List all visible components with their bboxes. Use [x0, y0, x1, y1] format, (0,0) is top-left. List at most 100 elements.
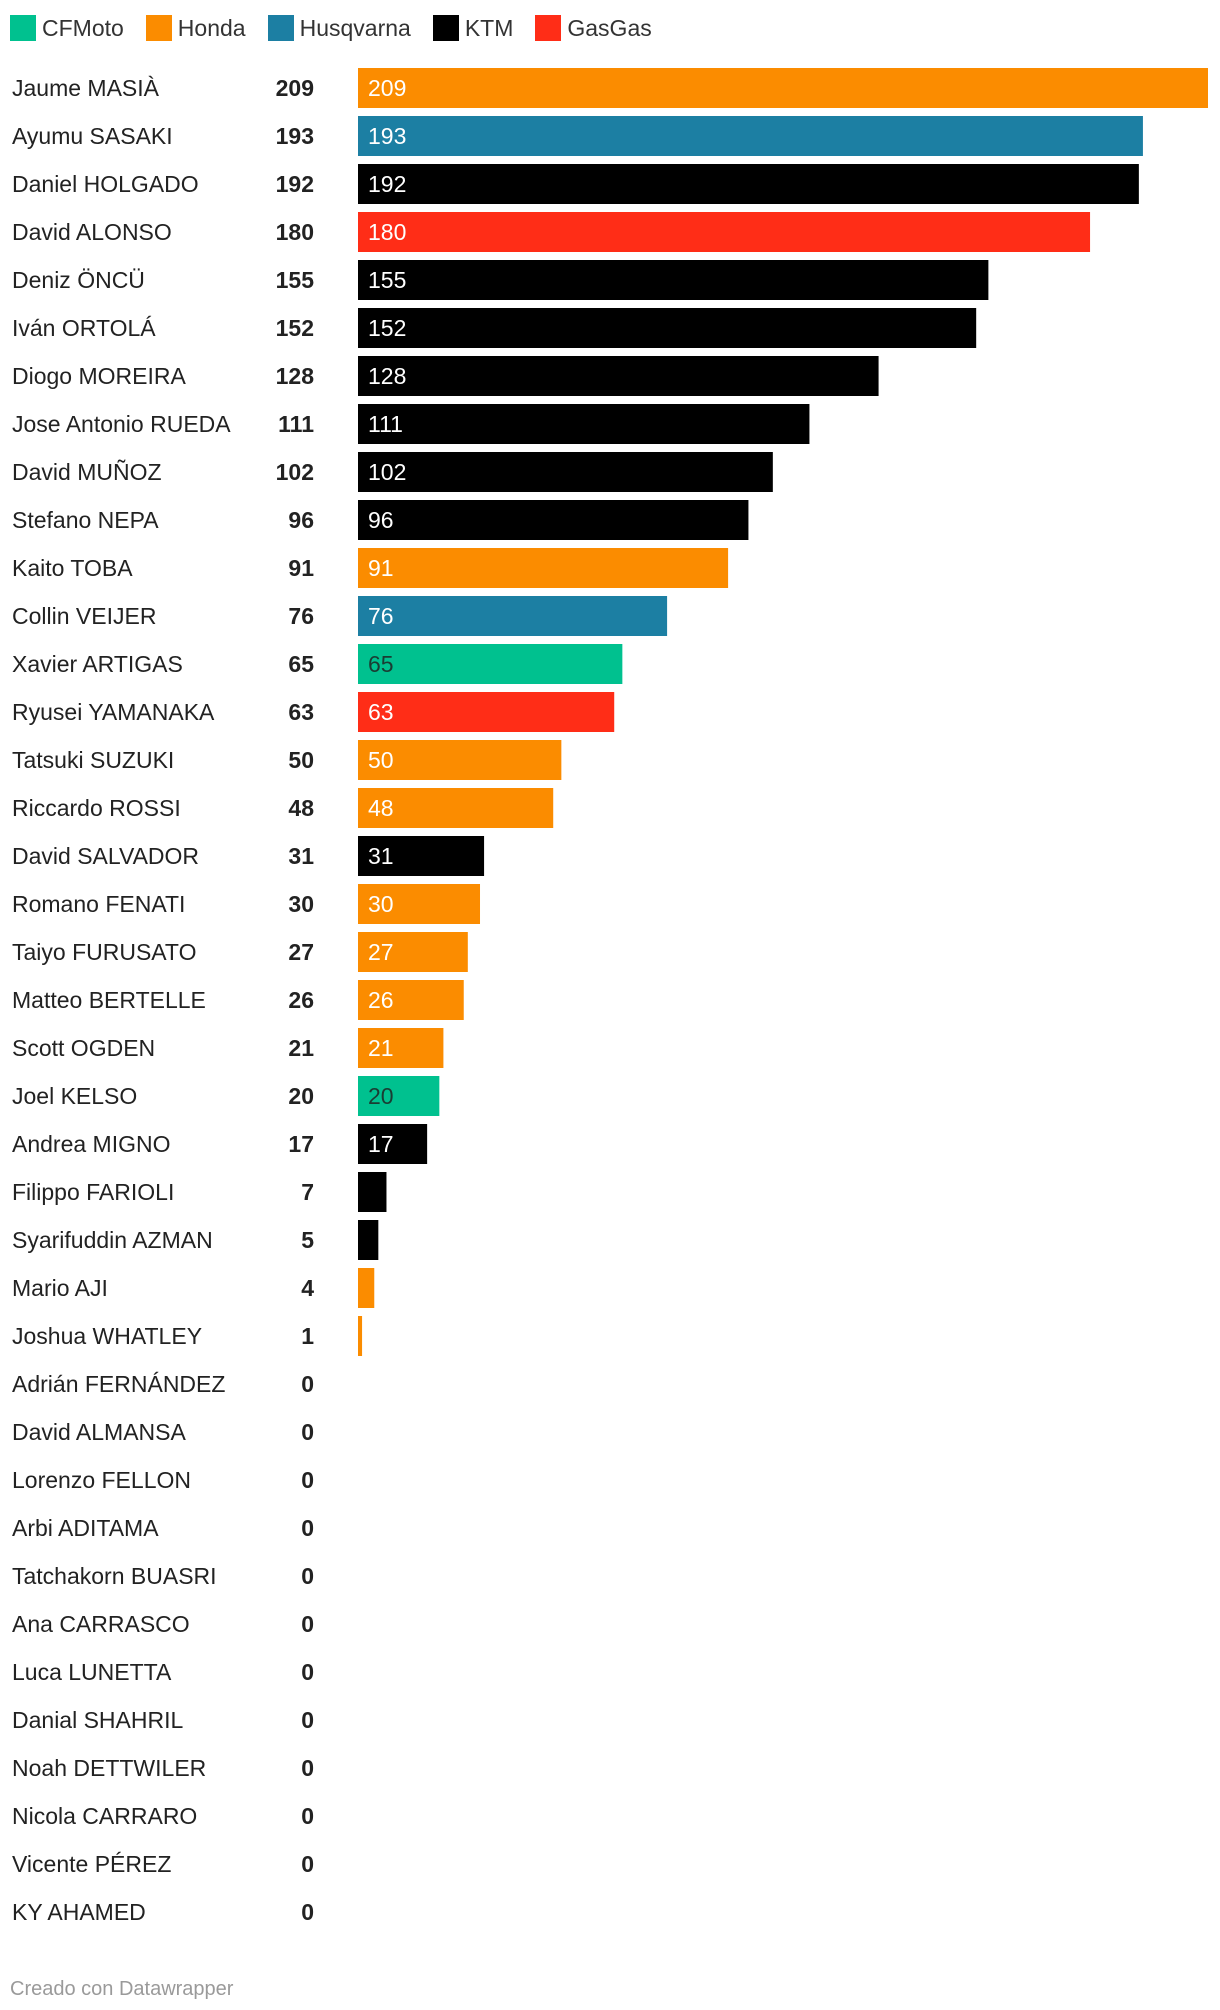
bar-value-label: 20: [368, 1083, 394, 1109]
bar-value-label: 65: [368, 651, 394, 677]
driver-name-label: Matteo BERTELLE: [12, 987, 206, 1013]
legend: CFMoto Honda Husqvarna KTM GasGas: [10, 12, 674, 44]
bar-value-label: 128: [368, 363, 406, 389]
driver-name-label: Adrián FERNÁNDEZ: [12, 1371, 225, 1397]
bar-row: Lorenzo FELLON 0: [12, 1467, 314, 1493]
bar: [358, 932, 468, 972]
bar-row: Andrea MIGNO 17 17: [12, 1124, 428, 1164]
bar-row: Kaito TOBA 91 91: [12, 548, 729, 588]
bar-value-label: 17: [368, 1131, 394, 1157]
bar: [358, 68, 1208, 108]
bar-row: Vicente PÉREZ 0: [12, 1851, 314, 1877]
bar-row: Joel KELSO 20 20: [12, 1076, 440, 1116]
bar-row: Matteo BERTELLE 26 26: [12, 980, 464, 1020]
bar-row: Iván ORTOLÁ 152 152: [12, 308, 977, 348]
bar: [358, 452, 773, 492]
bar-row: Taiyo FURUSATO 27 27: [12, 932, 468, 972]
bar-row: Diogo MOREIRA 128 128: [12, 356, 879, 396]
driver-name-label: David ALONSO: [12, 219, 172, 245]
bar-row: Tatchakorn BUASRI 0: [12, 1563, 314, 1589]
bar-row: Noah DETTWILER 0: [12, 1755, 314, 1781]
bar: [358, 1076, 440, 1116]
points-value-label: 0: [301, 1563, 314, 1589]
points-value-label: 0: [301, 1803, 314, 1829]
bar: [358, 356, 879, 396]
bar: [358, 1268, 375, 1308]
driver-name-label: David SALVADOR: [12, 843, 199, 869]
driver-name-label: Noah DETTWILER: [12, 1755, 206, 1781]
driver-name-label: Daniel HOLGADO: [12, 171, 199, 197]
bar: [358, 836, 485, 876]
bar: [358, 260, 989, 300]
points-value-label: 7: [301, 1179, 314, 1205]
bar: [358, 596, 668, 636]
points-value-label: 50: [288, 747, 314, 773]
driver-name-label: David MUÑOZ: [12, 459, 162, 485]
bar-row: Tatsuki SUZUKI 50 50: [12, 740, 562, 780]
legend-item: Husqvarna: [267, 15, 411, 42]
bar-value-label: 21: [368, 1035, 394, 1061]
bar-row: Joshua WHATLEY 1: [12, 1316, 363, 1356]
bar-row: Ayumu SASAKI 193 193: [12, 116, 1143, 156]
bar-row: Xavier ARTIGAS 65 65: [12, 644, 623, 684]
bar-row: Collin VEIJER 76 76: [12, 596, 668, 636]
driver-name-label: Kaito TOBA: [12, 555, 133, 581]
points-value-label: 27: [288, 939, 314, 965]
driver-name-label: Luca LUNETTA: [12, 1659, 172, 1685]
bar-value-label: 102: [368, 459, 406, 485]
driver-name-label: Filippo FARIOLI: [12, 1179, 174, 1205]
bar-value-label: 180: [368, 219, 406, 245]
driver-name-label: Mario AJI: [12, 1275, 108, 1301]
bar-row: Riccardo ROSSI 48 48: [12, 788, 554, 828]
bar-row: Deniz ÖNCÜ 155 155: [12, 260, 989, 300]
bar-value-label: 30: [368, 891, 394, 917]
bar: [358, 548, 729, 588]
bar-value-label: 209: [368, 75, 406, 101]
points-value-label: 209: [276, 75, 314, 101]
points-value-label: 48: [288, 795, 314, 821]
points-value-label: 30: [288, 891, 314, 917]
legend-label: Honda: [177, 14, 246, 41]
driver-name-label: Riccardo ROSSI: [12, 795, 181, 821]
driver-name-label: Lorenzo FELLON: [12, 1467, 191, 1493]
bar-row: Syarifuddin AZMAN 5: [12, 1220, 379, 1260]
driver-name-label: Iván ORTOLÁ: [12, 315, 156, 341]
points-value-label: 155: [276, 267, 315, 293]
bar: [358, 740, 562, 780]
points-value-label: 0: [301, 1851, 314, 1877]
points-value-label: 0: [301, 1515, 314, 1541]
points-value-label: 4: [301, 1275, 314, 1301]
driver-name-label: Andrea MIGNO: [12, 1131, 171, 1157]
legend-label: GasGas: [567, 14, 652, 41]
legend-item: KTM: [432, 15, 513, 42]
bar-row: Arbi ADITAMA 0: [12, 1515, 314, 1541]
legend-swatch: [10, 15, 36, 41]
bar: [358, 500, 749, 540]
bar-row: Daniel HOLGADO 192 192: [12, 164, 1139, 204]
bar: [358, 1028, 444, 1068]
bar-value-label: 26: [368, 987, 394, 1013]
bar-row: Luca LUNETTA 0: [12, 1659, 314, 1685]
driver-name-label: KY AHAMED: [12, 1899, 146, 1925]
bar: [358, 1124, 428, 1164]
footer-credit: Creado con Datawrapper: [10, 1978, 234, 2000]
bar: [358, 884, 481, 924]
points-value-label: 0: [301, 1659, 314, 1685]
driver-name-label: David ALMANSA: [12, 1419, 187, 1445]
driver-name-label: Romano FENATI: [12, 891, 185, 917]
bar-value-label: 27: [368, 939, 394, 965]
points-value-label: 1: [301, 1323, 314, 1349]
driver-name-label: Danial SHAHRIL: [12, 1707, 183, 1733]
driver-name-label: Ayumu SASAKI: [12, 123, 173, 149]
bar-row: Stefano NEPA 96 96: [12, 500, 749, 540]
driver-name-label: Joel KELSO: [12, 1083, 137, 1109]
points-value-label: 96: [288, 507, 314, 533]
driver-name-label: Ana CARRASCO: [12, 1611, 190, 1637]
bar-row: Danial SHAHRIL 0: [12, 1707, 314, 1733]
bar-row: David ALONSO 180 180: [12, 212, 1091, 252]
bar-row: Filippo FARIOLI 7: [12, 1172, 387, 1212]
driver-name-label: Taiyo FURUSATO: [12, 939, 196, 965]
bar-row: Romano FENATI 30 30: [12, 884, 481, 924]
points-value-label: 0: [301, 1755, 314, 1781]
legend-label: CFMoto: [42, 14, 124, 41]
